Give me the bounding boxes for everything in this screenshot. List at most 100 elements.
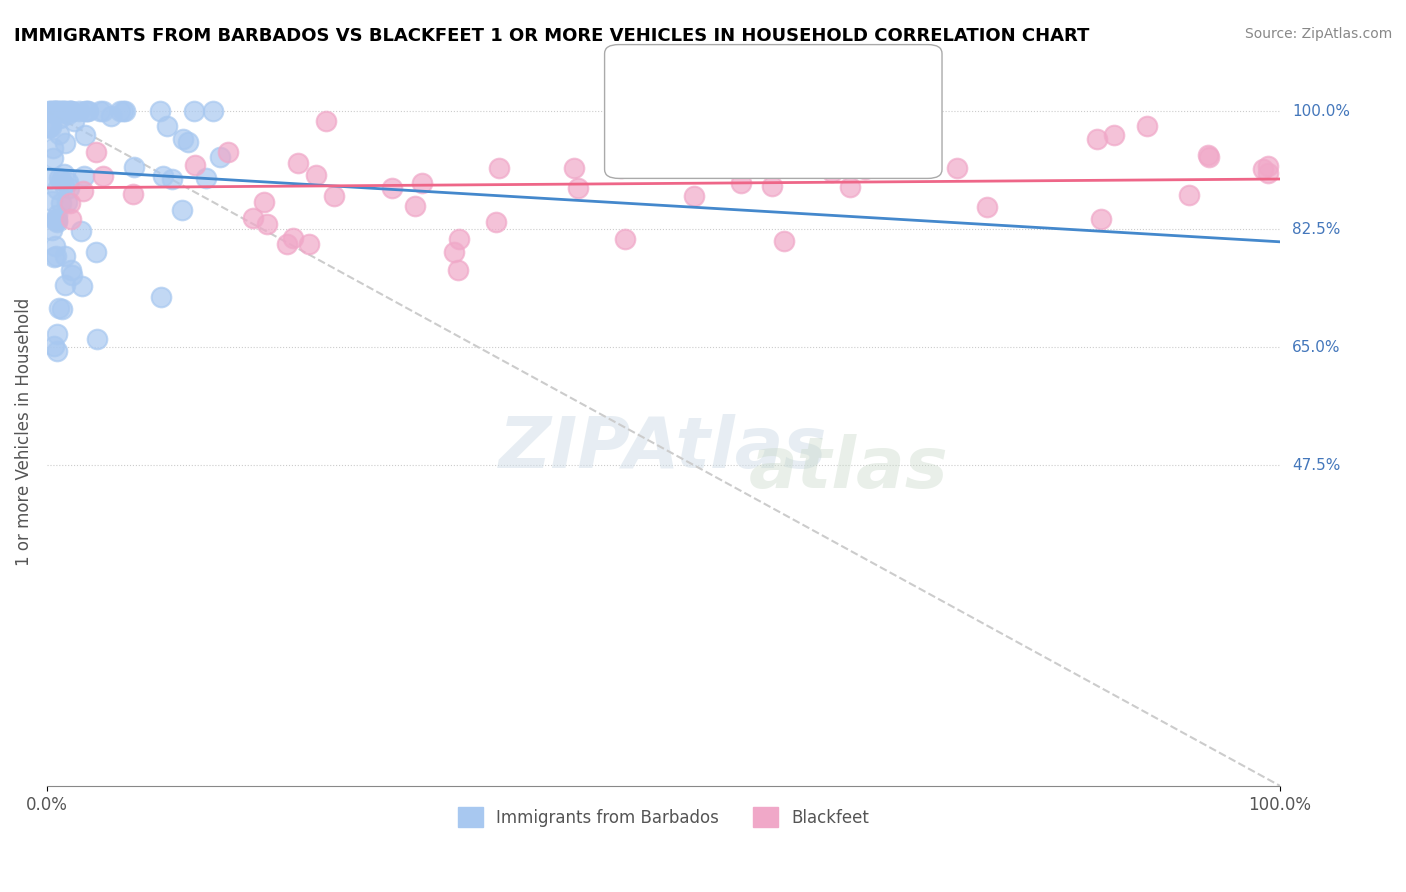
- Point: [381, 181, 404, 195]
- Point: [122, 187, 145, 202]
- Point: [202, 104, 225, 119]
- Point: [72, 184, 94, 198]
- Point: [59, 104, 82, 119]
- Point: [49, 111, 72, 125]
- Point: [208, 150, 231, 164]
- Point: [683, 188, 706, 202]
- Point: [614, 232, 637, 246]
- Point: [183, 104, 205, 119]
- Point: [38, 104, 60, 119]
- Point: [63, 114, 86, 128]
- Point: [48, 301, 70, 316]
- Point: [730, 177, 752, 191]
- Point: [48, 170, 70, 185]
- Point: [51, 196, 73, 211]
- Point: [53, 104, 76, 119]
- Point: [77, 104, 100, 119]
- Point: [59, 195, 82, 210]
- Point: [298, 236, 321, 251]
- Point: [1257, 159, 1279, 173]
- Point: [60, 268, 83, 282]
- Point: [281, 230, 304, 244]
- Text: ZIPAtlas: ZIPAtlas: [499, 414, 828, 483]
- Point: [42, 104, 65, 119]
- Point: [610, 161, 633, 175]
- Point: [91, 104, 114, 119]
- Point: [108, 104, 131, 119]
- Point: [45, 343, 67, 358]
- Text: R =: R =: [676, 79, 709, 95]
- Point: [49, 104, 72, 119]
- Point: [59, 104, 82, 119]
- Point: [562, 161, 585, 175]
- Point: [42, 104, 65, 119]
- Point: [49, 173, 72, 187]
- Text: 0.071: 0.071: [725, 133, 779, 148]
- Text: 65.0%: 65.0%: [1292, 340, 1341, 355]
- Point: [156, 119, 179, 133]
- Point: [1090, 212, 1112, 227]
- Point: [172, 132, 194, 146]
- Point: [315, 113, 337, 128]
- Point: [946, 161, 969, 175]
- Point: [46, 327, 69, 342]
- Point: [152, 169, 174, 183]
- Point: [46, 104, 69, 119]
- Point: [323, 188, 346, 202]
- Point: [488, 161, 510, 175]
- Point: [1251, 161, 1274, 176]
- Point: [1198, 150, 1220, 164]
- Point: [53, 104, 76, 119]
- Point: [404, 199, 426, 213]
- Point: [42, 151, 65, 165]
- Point: [84, 245, 107, 260]
- Point: [149, 104, 172, 119]
- Point: [761, 179, 783, 194]
- Point: [872, 143, 894, 157]
- Point: [253, 194, 276, 209]
- Point: [484, 215, 506, 229]
- Point: [1178, 187, 1201, 202]
- Point: [48, 127, 70, 141]
- Point: [38, 171, 60, 186]
- Text: 47.5%: 47.5%: [1292, 458, 1341, 473]
- FancyBboxPatch shape: [540, 37, 752, 138]
- Point: [44, 239, 66, 253]
- Point: [821, 165, 844, 179]
- Point: [53, 178, 76, 192]
- Point: [49, 104, 72, 119]
- Point: [46, 213, 69, 227]
- Point: [449, 232, 471, 246]
- Point: [766, 145, 789, 160]
- Point: [75, 104, 97, 119]
- Point: [149, 290, 172, 304]
- Point: [70, 278, 93, 293]
- Point: [287, 156, 309, 170]
- Text: atlas: atlas: [748, 434, 948, 503]
- Point: [44, 104, 66, 119]
- Point: [160, 172, 183, 186]
- Point: [1257, 166, 1279, 180]
- Point: [567, 181, 589, 195]
- Text: IMMIGRANTS FROM BARBADOS VS BLACKFEET 1 OR MORE VEHICLES IN HOUSEHOLD CORRELATIO: IMMIGRANTS FROM BARBADOS VS BLACKFEET 1 …: [14, 27, 1090, 45]
- Legend: Immigrants from Barbados, Blackfeet: Immigrants from Barbados, Blackfeet: [451, 800, 876, 834]
- Point: [56, 176, 79, 190]
- Point: [806, 151, 828, 165]
- Point: [53, 136, 76, 150]
- Point: [49, 106, 72, 120]
- Point: [76, 104, 98, 119]
- Point: [38, 120, 60, 134]
- Point: [91, 169, 114, 183]
- Point: [55, 249, 77, 263]
- Point: [73, 128, 96, 142]
- Point: [666, 141, 689, 155]
- Point: [89, 104, 111, 119]
- Point: [256, 218, 278, 232]
- Point: [612, 104, 634, 119]
- Point: [45, 215, 67, 229]
- Point: [976, 200, 998, 214]
- Text: N = 56: N = 56: [808, 133, 862, 148]
- Point: [45, 104, 67, 119]
- Point: [59, 104, 82, 119]
- Point: [1136, 120, 1159, 134]
